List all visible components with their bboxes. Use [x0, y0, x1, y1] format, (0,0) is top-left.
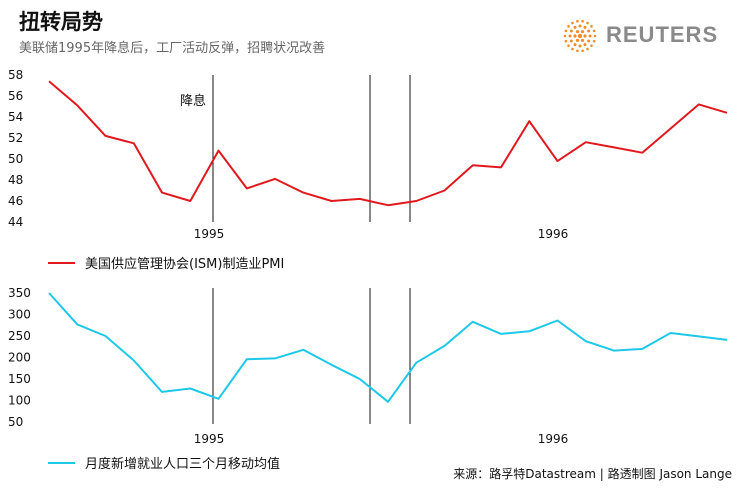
logo-dot [583, 34, 587, 38]
logo-dot [571, 47, 574, 51]
logo-dot [576, 49, 579, 53]
y-tick-label: 48 [8, 173, 23, 187]
logo-dot [590, 44, 593, 47]
logo-dot [583, 43, 587, 47]
pmi-chart: 44 46 48 50 52 54 56 58 1995 1996 降息 [8, 68, 728, 241]
y-tick-label: 50 [8, 415, 23, 429]
logo-dot [588, 34, 592, 38]
logo-dot [580, 30, 585, 34]
y-tick-label: 58 [8, 68, 23, 82]
logo-dot [573, 43, 577, 47]
logo-dot [581, 19, 584, 23]
logo-dot [587, 39, 591, 43]
legend-pmi: 美国供应管理协会(ISM)制造业PMI [48, 253, 284, 272]
y-tick-label: 150 [8, 372, 31, 386]
reuters-logo: REUTERS [562, 16, 732, 56]
series-line [48, 80, 728, 207]
y-tick-label: 300 [8, 308, 31, 322]
logo-dot [563, 34, 567, 38]
y-tick-label: 44 [8, 215, 23, 229]
logo-dot [575, 30, 580, 34]
chart-subtitle: 美联储1995年降息后，工厂活动反弹，招聘状况改善 [19, 41, 326, 56]
brand-name: REUTERS [606, 22, 719, 47]
logo-dot [593, 34, 597, 38]
series-line [48, 292, 728, 403]
logo-dot [583, 25, 587, 29]
logo-dot [567, 44, 570, 47]
legend-jobs: 月度新增就业人口三个月移动均值 [48, 453, 280, 472]
logo-dot [592, 39, 596, 43]
legend-pmi-swatch [48, 261, 75, 264]
logo-dot [578, 44, 582, 48]
logo-dot [581, 49, 584, 53]
logo-dot [578, 24, 582, 28]
logo-dot [577, 33, 583, 39]
logo-dot [592, 29, 596, 33]
x-tick-label: 1995 [194, 227, 225, 241]
logo-dot [571, 21, 574, 25]
x-tick-label: 1995 [194, 432, 225, 446]
source-note: 来源：路孚特Datastream | 路透制图 Jason Lange [453, 467, 732, 481]
annotation-rate-cut: 降息 [180, 93, 206, 109]
y-tick-label: 100 [8, 394, 31, 408]
jobs-chart: 50 100 150 200 250 300 350 1995 1996 [8, 286, 728, 446]
x-tick-label: 1996 [538, 432, 569, 446]
reuters-dots-icon [563, 19, 597, 53]
y-tick-label: 200 [8, 351, 31, 365]
y-tick-label: 250 [8, 329, 31, 343]
logo-dot [586, 21, 589, 25]
logo-dot [575, 38, 580, 42]
logo-dot [586, 47, 589, 51]
y-tick-label: 46 [8, 194, 23, 208]
y-tick-label: 350 [8, 286, 31, 300]
logo-dot [564, 29, 568, 33]
legend-jobs-swatch [48, 461, 75, 464]
logo-dot [564, 39, 568, 43]
logo-dot [573, 25, 577, 29]
logo-dot [573, 34, 577, 38]
y-tick-label: 52 [8, 131, 23, 145]
logo-dot [567, 25, 570, 28]
chart-title: 扭转局势 [19, 10, 103, 34]
logo-dot [569, 29, 573, 33]
legend-jobs-label: 月度新增就业人口三个月移动均值 [85, 457, 281, 472]
legend-pmi-label: 美国供应管理协会(ISM)制造业PMI [85, 257, 285, 272]
logo-dot [580, 38, 585, 42]
y-tick-label: 50 [8, 152, 23, 166]
y-tick-label: 56 [8, 89, 23, 103]
logo-dot [576, 19, 579, 23]
x-tick-label: 1996 [538, 227, 569, 241]
logo-dot [569, 39, 573, 43]
logo-dot [587, 29, 591, 33]
logo-dot [590, 25, 593, 28]
y-tick-label: 54 [8, 110, 23, 124]
logo-dot [568, 34, 572, 38]
